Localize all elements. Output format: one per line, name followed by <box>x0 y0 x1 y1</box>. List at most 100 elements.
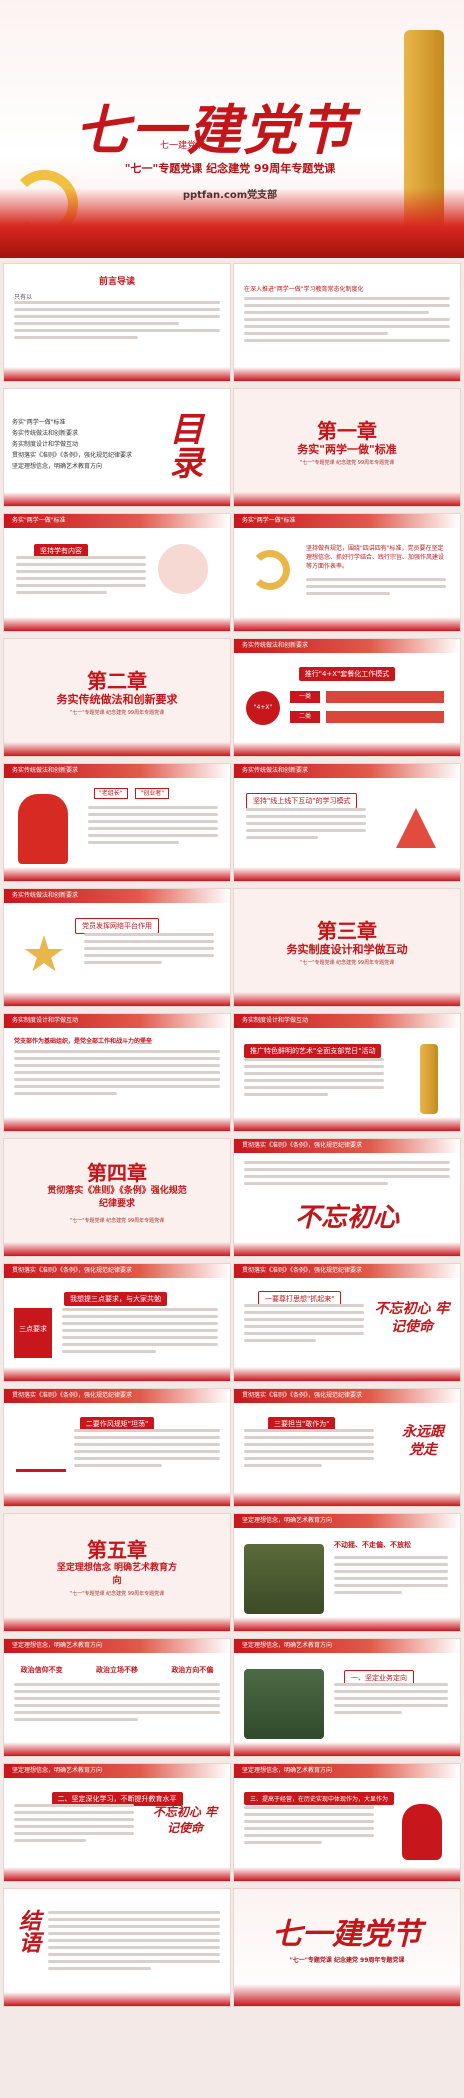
slide-23: 坚定理想信念，明确艺术教育方向 政治信仰不变 政治立场不移 政治方向不偏 <box>4 1639 230 1756</box>
slide-title: 前言导读 <box>98 277 135 287</box>
slide-header: 务实传统做法和创新要求 <box>12 767 79 774</box>
text-lines <box>14 301 220 339</box>
end-title: 七一建党节 <box>272 1917 422 1952</box>
text-lines <box>244 1058 384 1096</box>
slide-pill: 我想提三点要求，与大家共勉 <box>64 1292 167 1306</box>
chapter-sub: "七一"专题党课 纪念建党 99周年专题党课 <box>69 1218 165 1224</box>
text-lines <box>84 933 214 964</box>
calligraphy: 永远跟党走 <box>402 1424 444 1458</box>
toc-item[interactable]: 务实传统做法和创新要求 <box>12 430 79 437</box>
slide-pill: 二要作风规矩"坦荡" <box>79 1417 155 1431</box>
chapter-title: 贯彻落实《准则》《条例》强化规范纪律要求 <box>47 1186 187 1209</box>
text-lines <box>334 1556 448 1594</box>
slide-9: 务实传统做法和创新要求 "老组长" "创业者" <box>4 764 230 881</box>
slide-pill: 推行"4+X"套餐化工作模式 <box>298 667 396 681</box>
text-lines <box>16 556 146 594</box>
slide-conclusion: 结语 <box>4 1889 230 2006</box>
slide-header: 务实制度设计和学做互动 <box>12 1017 79 1024</box>
badge: 三点要求 <box>14 1308 52 1358</box>
slide-intro: 在深入推进"两学一做"学习教育常态化制度化 <box>234 264 460 381</box>
slide-24: 坚定理想信念，明确艺术教育方向 一、坚定业务定向 <box>234 1639 460 1756</box>
slide-header: 贯彻落实《准则》《条例》，强化规范纪律要求 <box>242 1392 363 1399</box>
text-lines <box>74 1429 220 1467</box>
text-lines <box>14 1683 220 1721</box>
toc-item[interactable]: 务实制度设计和学做互动 <box>12 441 79 448</box>
slide-header: 贯彻落实《准则》《条例》，强化规范纪律要求 <box>242 1142 363 1149</box>
slide-pill: 二、坚定深化学习，不断提升教育水平 <box>51 1792 183 1806</box>
chapter-number: 第二章 <box>87 669 147 693</box>
slide-18: 贯彻落实《准则》《条例》，强化规范纪律要求 一要尊打思想"抓起来" 不忘初心 牢… <box>234 1264 460 1381</box>
calligraphy: 不忘初心 <box>294 1203 399 1233</box>
soldiers-photo <box>244 1544 324 1614</box>
slide-8: 务实传统做法和创新要求 推行"4+X"套餐化工作模式 "4+X" 一类 二类 <box>234 639 460 756</box>
chapter-sub: "七一"专题党课 纪念建党 99周年专题党课 <box>299 460 395 466</box>
soldier-silhouette <box>18 794 68 864</box>
principle-item: 政治方向不偏 <box>171 1666 214 1674</box>
slide-pill: 推广特色鲜明的艺术"全面支部党日"活动 <box>244 1044 382 1058</box>
chapter-number: 第三章 <box>317 919 377 943</box>
slide-chapter-1: 第一章 务实"两学一做"标准 "七一"专题党课 纪念建党 99周年专题党课 <box>234 389 460 506</box>
slide-header: 坚定理想信念，明确艺术教育方向 <box>242 1517 333 1524</box>
principle-item: 政治信仰不变 <box>20 1666 63 1674</box>
toc-item[interactable]: 务实"两学一做"标准 <box>12 419 66 426</box>
slide-pill: 坚持学有内容 <box>34 544 88 558</box>
slide-grid: 前言导读 只有以 在深入推进"两学一做"学习教育常态化制度化 务实"两学一做"标… <box>0 258 464 2098</box>
toc-list: 务实"两学一做"标准 务实传统做法和创新要求 务实制度设计和学做互动 贯彻落实《… <box>12 417 132 472</box>
star-icon <box>24 935 64 972</box>
slide-toc: 务实"两学一做"标准 务实传统做法和创新要求 务实制度设计和学做互动 贯彻落实《… <box>4 389 230 506</box>
slide-header: 贯彻落实《准则》《条例》，强化规范纪律要求 <box>242 1267 363 1274</box>
toc-item[interactable]: 贯彻落实《准则》《条例》，强化规范纪律要求 <box>12 452 133 459</box>
text-lines <box>14 1804 134 1842</box>
slide-pill: 三、提高于经营，在历史实现中体现作为，大显作为 <box>244 1792 395 1805</box>
slide-label: 只有以 <box>14 294 33 301</box>
slide-header: 务实传统做法和创新要求 <box>242 767 309 774</box>
chapter-title: 坚定理想信念 明确艺术教育方向 <box>56 1563 178 1586</box>
slide-19: 贯彻落实《准则》《条例》，强化规范纪律要求 二要作风规矩"坦荡" <box>4 1389 230 1506</box>
text-lines <box>244 1429 374 1467</box>
slide-chapter-4: 第四章 贯彻落实《准则》《条例》强化规范纪律要求 "七一"专题党课 纪念建党 9… <box>4 1139 230 1256</box>
text-lines <box>246 808 366 839</box>
slide-pill: 坚持"线上线下互动"的学习模式 <box>246 793 358 809</box>
slide-text: 不动摇、不走偏、不放松 <box>334 1541 411 1549</box>
row-label: 一类 <box>290 691 320 703</box>
slide-16: 贯彻落实《准则》《条例》，强化规范纪律要求 不忘初心 <box>234 1139 460 1256</box>
slide-header: 贯彻落实《准则》《条例》，强化规范纪律要求 <box>12 1392 133 1399</box>
flag-illustration <box>158 544 208 594</box>
slide-header: 坚定理想信念，明确艺术教育方向 <box>12 1642 103 1649</box>
conclusion-title: 结语 <box>15 1909 41 1953</box>
slide-14: 务实制度设计和学做互动 推广特色鲜明的艺术"全面支部党日"活动 <box>234 1014 460 1131</box>
slide-text: 坚持做有规范，围绕"四讲四有"标准，党员要在坚定理想信念、抓好行学结合、践行宗旨… <box>306 545 445 570</box>
calligraphy: 不忘初心 牢记使命 <box>152 1805 218 1835</box>
text-lines <box>14 1050 220 1095</box>
tag: "创业者" <box>135 788 169 799</box>
text-lines <box>334 1683 448 1714</box>
text-lines <box>88 806 218 844</box>
slide-header: 坚定理想信念，明确艺术教育方向 <box>242 1642 333 1649</box>
soldiers-photo <box>244 1669 324 1739</box>
slide-header: 贯彻落实《准则》《条例》，强化规范纪律要求 <box>12 1267 133 1274</box>
text-lines <box>48 1911 220 1970</box>
chapter-sub: "七一"专题党课 纪念建党 99周年专题党课 <box>69 710 165 716</box>
chapter-number: 第五章 <box>87 1538 147 1562</box>
slide-end: 七一建党节 "七一"专题党课 纪念建党 99周年专题党课 <box>234 1889 460 2006</box>
end-subtitle: "七一"专题党课 纪念建党 99周年专题党课 <box>289 1957 405 1964</box>
slide-header: 务实制度设计和学做互动 <box>242 1017 309 1024</box>
text-lines <box>244 1161 450 1185</box>
toc-item[interactable]: 坚定理想信念，明确艺术教育方向 <box>12 463 103 470</box>
slide-17: 贯彻落实《准则》《条例》，强化规范纪律要求 我想提三点要求，与大家共勉 三点要求 <box>4 1264 230 1381</box>
slide-13: 务实制度设计和学做互动 党支部作为基础组织，是党全部工作和战斗力的堡垒 <box>4 1014 230 1131</box>
slide-chapter-3: 第三章 务实制度设计和学做互动 "七一"专题党课 纪念建党 99周年专题党课 <box>234 889 460 1006</box>
tag: "老组长" <box>94 788 128 799</box>
slide-25: 坚定理想信念，明确艺术教育方向 二、坚定深化学习，不断提升教育水平 不忘初心 牢… <box>4 1764 230 1881</box>
slide-header: 坚定理想信念，明确艺术教育方向 <box>242 1767 333 1774</box>
red-banner <box>0 188 464 258</box>
cover-subtitle: "七一"专题党课 纪念建党 99周年专题党课 <box>124 162 336 175</box>
cover-tag: 七一建党节 <box>160 141 206 151</box>
dove-illustration <box>16 1439 66 1472</box>
slide-header: 务实传统做法和创新要求 <box>12 892 79 899</box>
slide-header: 务实传统做法和创新要求 <box>242 642 309 649</box>
slide-preface: 前言导读 只有以 <box>4 264 230 381</box>
hammer-sickle-icon <box>250 550 290 590</box>
calligraphy: 不忘初心 牢记使命 <box>374 1301 450 1335</box>
chapter-number: 第一章 <box>317 419 377 443</box>
